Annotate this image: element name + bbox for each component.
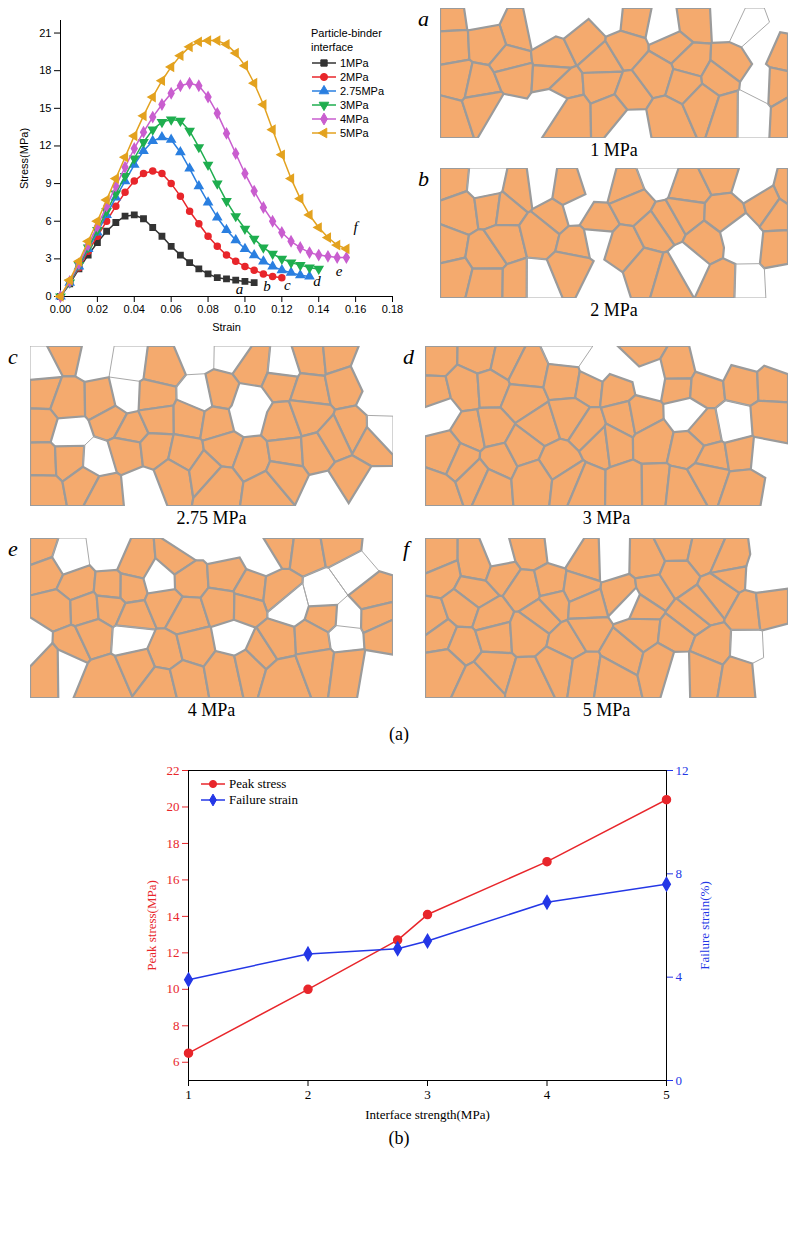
- svg-text:8: 8: [173, 1018, 180, 1033]
- html-text:d: d: [403, 344, 414, 369]
- html-text:f: f: [403, 536, 410, 561]
- svg-text:0.06: 0.06: [160, 303, 181, 315]
- svg-text:Failure strain(%): Failure strain(%): [697, 881, 712, 969]
- html-text:Failure strain: Failure strain: [229, 792, 298, 807]
- svg-text:e: e: [336, 263, 343, 279]
- svg-text:Peak stress(MPa): Peak stress(MPa): [144, 880, 159, 971]
- html-text:Peak stress: Peak stress: [229, 776, 287, 791]
- html-text:e: e: [8, 536, 18, 561]
- html-text:5 MPa: 5 MPa: [582, 700, 631, 720]
- svg-text:b: b: [263, 278, 271, 294]
- html-text:b: b: [418, 166, 429, 191]
- svg-text:16: 16: [167, 872, 181, 887]
- svg-text:0: 0: [676, 1073, 683, 1088]
- svg-text:2: 2: [305, 1087, 312, 1102]
- svg-text:21: 21: [39, 27, 51, 39]
- svg-text:1: 1: [185, 1087, 192, 1102]
- svg-text:f: f: [354, 219, 360, 235]
- html-text:a: a: [418, 6, 429, 31]
- svg-text:Stress(MPa): Stress(MPa): [18, 128, 30, 189]
- html-text:2MPa: 2MPa: [340, 71, 369, 83]
- svg-text:9: 9: [45, 177, 51, 189]
- svg-text:0.18: 0.18: [382, 303, 403, 315]
- svg-text:4: 4: [676, 969, 683, 984]
- svg-text:12: 12: [676, 763, 689, 778]
- html-text:2.75 MPa: 2.75 MPa: [176, 508, 247, 528]
- html-text:(b): (b): [388, 1128, 410, 1148]
- svg-text:8: 8: [676, 866, 683, 881]
- svg-text:Strain: Strain: [212, 321, 241, 333]
- svg-text:15: 15: [39, 102, 51, 114]
- svg-text:18: 18: [167, 836, 180, 851]
- html-text:4MPa: 4MPa: [340, 113, 369, 125]
- svg-text:0.02: 0.02: [87, 303, 108, 315]
- html-text:3MPa: 3MPa: [340, 99, 369, 111]
- svg-text:3: 3: [45, 252, 51, 264]
- svg-text:0: 0: [45, 290, 51, 302]
- html-text:2.75MPa: 2.75MPa: [340, 85, 384, 97]
- svg-text:0.04: 0.04: [124, 303, 145, 315]
- svg-text:12: 12: [167, 945, 180, 960]
- html-text:4 MPa: 4 MPa: [187, 700, 236, 720]
- svg-text:Interface strength(MPa): Interface strength(MPa): [365, 1107, 490, 1122]
- svg-text:22: 22: [167, 763, 180, 778]
- svg-text:5: 5: [663, 1087, 670, 1102]
- html-text:1 MPa: 1 MPa: [590, 140, 638, 160]
- html-text:(a): (a): [389, 724, 409, 744]
- svg-text:6: 6: [173, 1054, 180, 1069]
- html-text:interface: interface: [311, 41, 354, 53]
- svg-text:4: 4: [544, 1087, 551, 1102]
- svg-text:0.00: 0.00: [50, 303, 71, 315]
- svg-text:d: d: [313, 273, 321, 289]
- svg-text:a: a: [236, 281, 244, 297]
- svg-text:20: 20: [167, 799, 180, 814]
- svg-text:14: 14: [167, 909, 181, 924]
- svg-text:6: 6: [45, 215, 51, 227]
- svg-text:0.12: 0.12: [271, 303, 292, 315]
- html-text:5MPa: 5MPa: [340, 127, 369, 139]
- svg-text:0.16: 0.16: [345, 303, 366, 315]
- svg-text:12: 12: [39, 139, 51, 151]
- svg-text:18: 18: [39, 64, 51, 76]
- html-text:3 MPa: 3 MPa: [582, 508, 631, 528]
- html-text:2 MPa: 2 MPa: [590, 300, 638, 320]
- svg-text:0.10: 0.10: [234, 303, 255, 315]
- svg-text:0.08: 0.08: [197, 303, 218, 315]
- svg-text:c: c: [284, 277, 291, 293]
- html-text:1MPa: 1MPa: [340, 57, 369, 69]
- html-text:Particle-binder: Particle-binder: [311, 27, 382, 39]
- html-text:c: c: [8, 344, 18, 369]
- svg-text:3: 3: [424, 1087, 431, 1102]
- svg-text:10: 10: [167, 981, 180, 996]
- svg-text:0.14: 0.14: [308, 303, 329, 315]
